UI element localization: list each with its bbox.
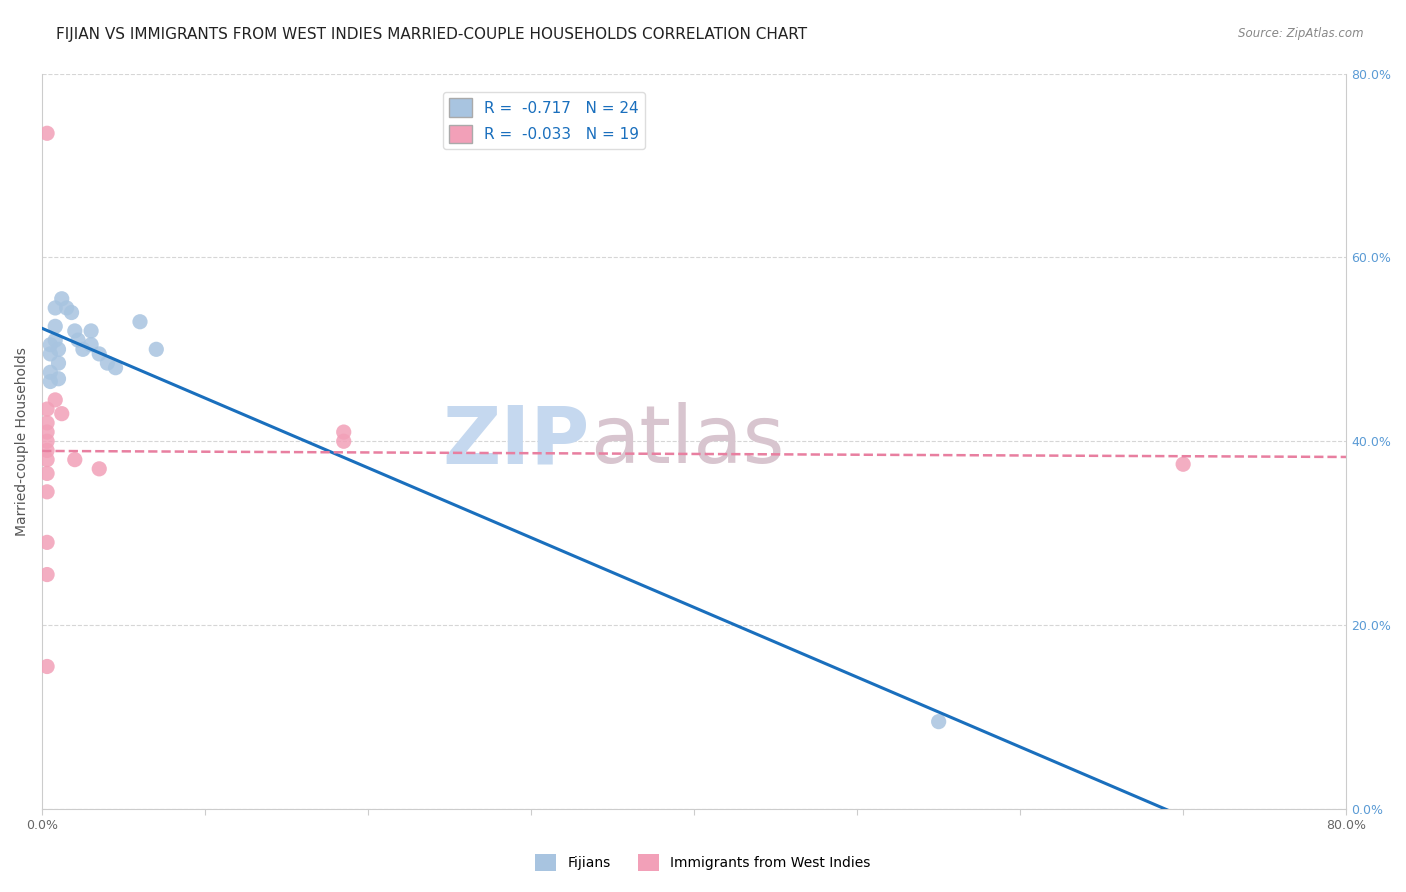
Point xyxy=(48,343,70,357)
Text: FIJIAN VS IMMIGRANTS FROM WEST INDIES MARRIED-COUPLE HOUSEHOLDS CORRELATION CHAR: FIJIAN VS IMMIGRANTS FROM WEST INDIES MA… xyxy=(56,27,807,42)
Point xyxy=(51,407,73,421)
Point xyxy=(67,333,90,347)
Point xyxy=(63,452,86,467)
Point xyxy=(60,305,83,319)
Point xyxy=(55,301,77,315)
Point xyxy=(145,343,167,357)
Point xyxy=(44,392,66,407)
Point xyxy=(39,375,62,389)
Point xyxy=(1171,457,1194,471)
Point xyxy=(928,714,950,729)
Point xyxy=(35,416,58,430)
Legend: Fijians, Immigrants from West Indies: Fijians, Immigrants from West Indies xyxy=(530,848,876,876)
Point xyxy=(35,484,58,499)
Point xyxy=(104,360,127,375)
Point xyxy=(63,324,86,338)
Point xyxy=(35,659,58,673)
Point xyxy=(44,301,66,315)
Point xyxy=(35,126,58,140)
Point xyxy=(80,337,103,351)
Point xyxy=(35,434,58,449)
Point xyxy=(39,365,62,379)
Point xyxy=(48,372,70,386)
Point xyxy=(96,356,118,370)
Point xyxy=(35,535,58,549)
Text: ZIP: ZIP xyxy=(443,402,591,480)
Point xyxy=(51,292,73,306)
Point xyxy=(44,333,66,347)
Legend: R =  -0.717   N = 24, R =  -0.033   N = 19: R = -0.717 N = 24, R = -0.033 N = 19 xyxy=(443,92,645,149)
Point xyxy=(35,567,58,582)
Text: Source: ZipAtlas.com: Source: ZipAtlas.com xyxy=(1239,27,1364,40)
Point xyxy=(39,347,62,361)
Point xyxy=(35,425,58,439)
Point xyxy=(80,324,103,338)
Point xyxy=(35,402,58,417)
Point xyxy=(89,347,111,361)
Point xyxy=(332,434,354,449)
Point xyxy=(39,337,62,351)
Point xyxy=(332,425,354,439)
Y-axis label: Married-couple Households: Married-couple Households xyxy=(15,347,30,536)
Point xyxy=(48,356,70,370)
Point xyxy=(44,319,66,334)
Point xyxy=(35,443,58,458)
Point xyxy=(89,462,111,476)
Text: atlas: atlas xyxy=(591,402,785,480)
Point xyxy=(35,452,58,467)
Point xyxy=(72,343,94,357)
Point xyxy=(129,315,152,329)
Point xyxy=(35,467,58,481)
